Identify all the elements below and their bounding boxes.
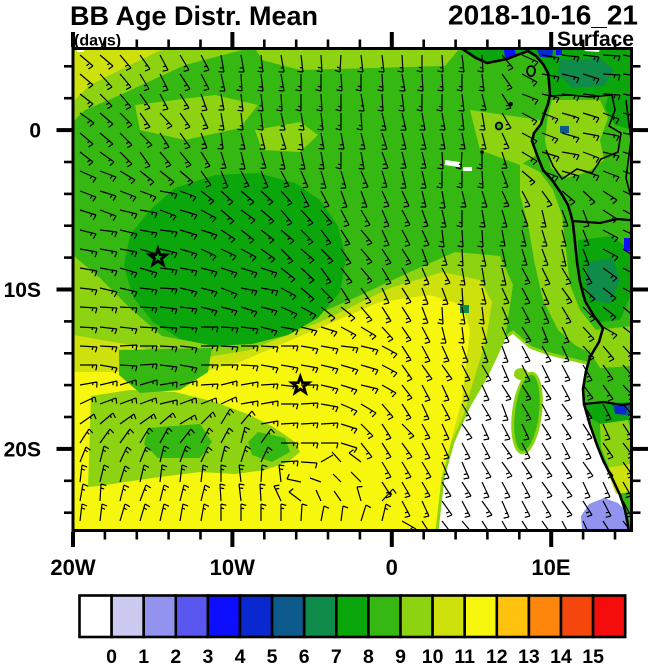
svg-text:8: 8 [363, 646, 374, 667]
svg-text:20S: 20S [4, 439, 41, 462]
svg-text:3: 3 [202, 646, 213, 667]
svg-text:10S: 10S [4, 279, 41, 302]
svg-text:1: 1 [138, 646, 149, 667]
svg-text:4: 4 [235, 646, 246, 667]
svg-text:2: 2 [170, 646, 181, 667]
svg-text:10: 10 [422, 646, 444, 667]
svg-text:6: 6 [299, 646, 310, 667]
svg-text:11: 11 [454, 646, 475, 667]
svg-text:10W: 10W [210, 555, 255, 580]
svg-text:10E: 10E [531, 555, 570, 580]
svg-text:2018-10-16_21: 2018-10-16_21 [448, 0, 638, 31]
svg-text:12: 12 [486, 646, 508, 667]
svg-text:14: 14 [550, 646, 572, 667]
svg-text:0: 0 [386, 555, 398, 580]
svg-text:5: 5 [267, 646, 278, 667]
svg-text:BB Age Distr. Mean: BB Age Distr. Mean [70, 1, 318, 31]
svg-text:(days): (days) [74, 33, 121, 50]
svg-text:13: 13 [518, 646, 540, 667]
svg-text:Surface: Surface [557, 28, 634, 51]
svg-text:7: 7 [331, 646, 342, 667]
svg-text:0: 0 [29, 120, 41, 143]
svg-text:0: 0 [106, 646, 117, 667]
svg-text:9: 9 [395, 646, 406, 667]
svg-text:15: 15 [582, 646, 604, 667]
svg-text:20W: 20W [50, 555, 95, 580]
